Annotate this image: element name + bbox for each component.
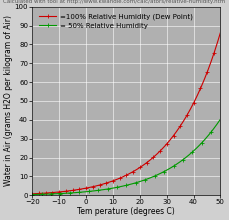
= 50% Relative Humidity bbox=[200, 141, 203, 144]
=100% Relative Humidity (Dew Point) bbox=[200, 84, 203, 87]
= 50% Relative Humidity bbox=[154, 174, 157, 177]
= 50% Relative Humidity bbox=[177, 161, 180, 164]
=100% Relative Humidity (Dew Point) bbox=[31, 192, 34, 195]
= 50% Relative Humidity bbox=[31, 193, 34, 196]
=100% Relative Humidity (Dew Point) bbox=[77, 188, 80, 191]
= 50% Relative Humidity bbox=[90, 190, 93, 192]
=100% Relative Humidity (Dew Point) bbox=[90, 186, 93, 188]
=100% Relative Humidity (Dew Point) bbox=[154, 154, 157, 156]
Legend: =100% Relative Humidity (Dew Point), = 50% Relative Humidity: =100% Relative Humidity (Dew Point), = 5… bbox=[38, 12, 194, 30]
= 50% Relative Humidity bbox=[84, 191, 87, 193]
= 50% Relative Humidity bbox=[77, 191, 80, 194]
Text: Calculated with tool at http://www.kwandle.com/calc/ators/relative-humidity.htm: Calculated with tool at http://www.kwand… bbox=[3, 0, 226, 4]
X-axis label: Tem perature (degrees C): Tem perature (degrees C) bbox=[77, 207, 175, 216]
Y-axis label: Water in Air (grams H2O per kilogram of Air): Water in Air (grams H2O per kilogram of … bbox=[4, 15, 13, 187]
=100% Relative Humidity (Dew Point) bbox=[84, 187, 87, 190]
Line: =100% Relative Humidity (Dew Point): =100% Relative Humidity (Dew Point) bbox=[30, 31, 223, 196]
=100% Relative Humidity (Dew Point) bbox=[219, 31, 222, 34]
Line: = 50% Relative Humidity: = 50% Relative Humidity bbox=[30, 117, 223, 197]
=100% Relative Humidity (Dew Point) bbox=[177, 127, 180, 130]
= 50% Relative Humidity bbox=[219, 118, 222, 121]
